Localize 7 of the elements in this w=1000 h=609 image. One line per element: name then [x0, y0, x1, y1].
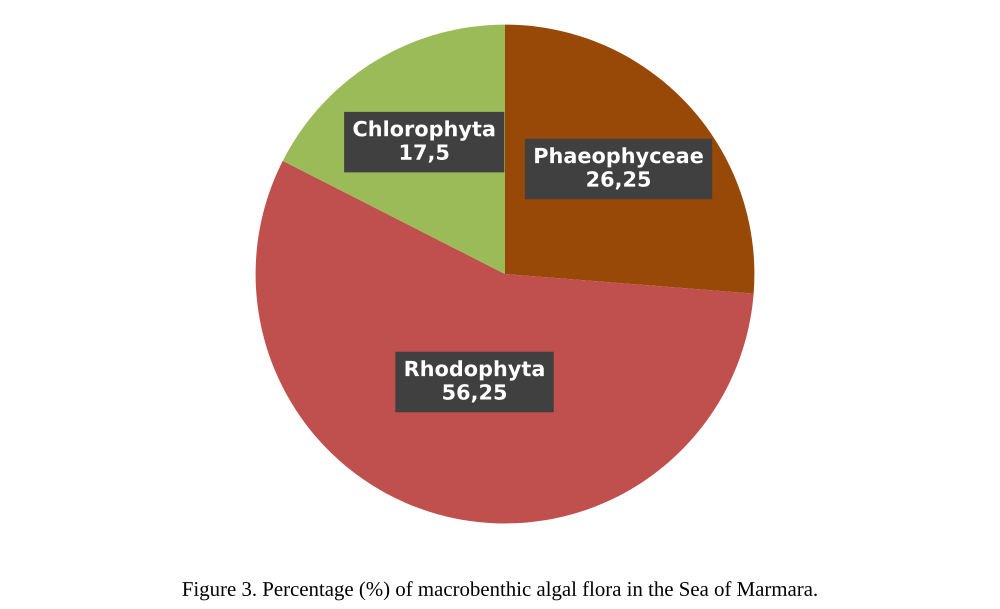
slice-label: Rhodophyta: [406, 360, 544, 381]
data-label: 26,25: [587, 171, 650, 190]
caption: Figure 3. Percentage (%) of macrobenthic algal flora in the Sea of Marmara.: [182, 581, 817, 600]
data-label: 17,5: [400, 144, 448, 163]
slice-label: Phaeophyceae: [535, 147, 703, 168]
slice-label: Chlorophyta: [353, 120, 494, 141]
data-label: 56,25: [443, 384, 506, 403]
